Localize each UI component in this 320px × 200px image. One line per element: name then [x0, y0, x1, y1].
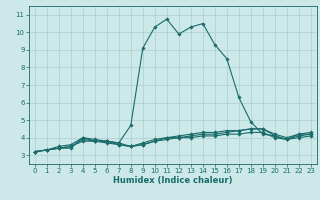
- X-axis label: Humidex (Indice chaleur): Humidex (Indice chaleur): [113, 176, 233, 185]
